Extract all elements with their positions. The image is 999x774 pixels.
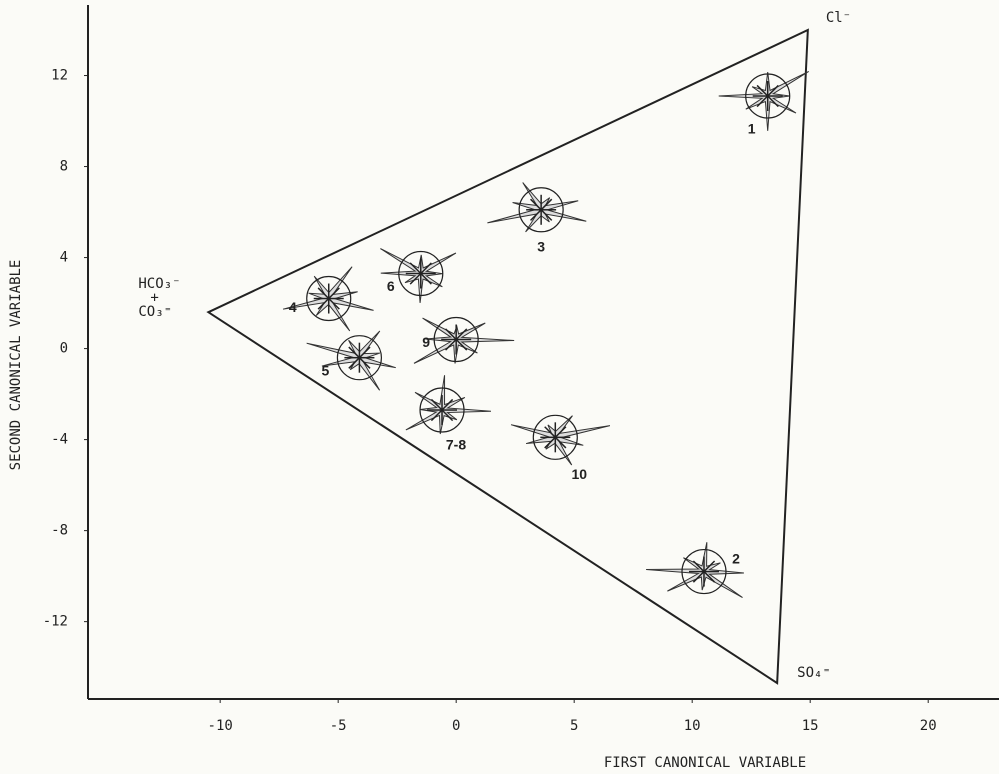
glyph-rays <box>487 183 586 232</box>
x-tick-label: -10 <box>208 718 233 734</box>
star-glyph <box>380 249 456 303</box>
point-label: 1 <box>748 121 756 137</box>
y-tick-label: -8 <box>51 523 68 539</box>
vertex-label: SO₄⁼ <box>797 665 831 681</box>
x-tick-label: 5 <box>570 718 578 734</box>
x-axis-label: FIRST CANONICAL VARIABLE <box>604 755 806 771</box>
y-axis-label: SECOND CANONICAL VARIABLE <box>8 260 24 471</box>
point-label: 10 <box>572 466 588 482</box>
point-label: 5 <box>322 362 330 378</box>
point-label: 3 <box>537 238 545 254</box>
y-tick-label: 12 <box>51 68 68 84</box>
y-tick-label: 8 <box>60 159 68 175</box>
star-glyph <box>487 183 586 232</box>
x-tick-label: 0 <box>452 718 460 734</box>
star-glyph <box>646 542 744 597</box>
star-glyph <box>719 71 809 130</box>
glyph-rays <box>511 416 610 465</box>
glyph-rays <box>646 542 744 597</box>
glyph-rays <box>307 331 396 390</box>
x-tick-label: 15 <box>802 718 819 734</box>
glyph-rays <box>719 71 809 130</box>
y-tick-label: 4 <box>60 250 68 266</box>
point-label: 7-8 <box>446 437 466 453</box>
vertex-label: Cl⁻ <box>826 10 851 26</box>
chart: FIRST CANONICAL VARIABLE SECOND CANONICA… <box>0 0 999 774</box>
y-tick-label: 0 <box>60 341 68 357</box>
triangle <box>208 30 807 683</box>
point-label: 6 <box>387 278 395 294</box>
point-label: 9 <box>422 334 430 350</box>
star-glyph <box>406 375 491 434</box>
star-glyph <box>307 331 396 390</box>
y-tick-label: -12 <box>43 614 68 630</box>
x-tick-label: -5 <box>330 718 347 734</box>
point-label: 4 <box>289 299 297 315</box>
y-tick-label: -4 <box>51 432 68 448</box>
point-label: 2 <box>732 550 740 566</box>
star-glyph <box>511 415 610 465</box>
x-tick-label: 10 <box>684 718 701 734</box>
vertex-label: HCO₃⁻ <box>138 276 180 292</box>
vertex-label: CO₃⁼ <box>138 304 172 320</box>
x-tick-label: 20 <box>920 718 937 734</box>
